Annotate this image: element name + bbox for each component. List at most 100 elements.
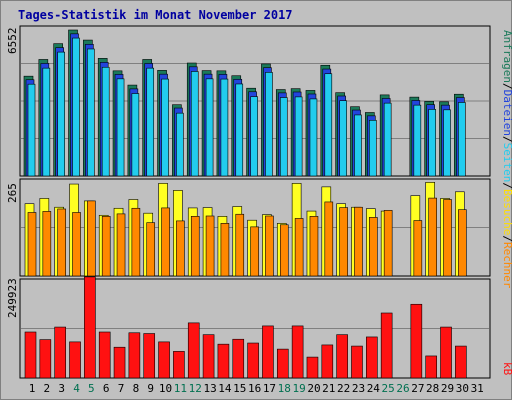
bar-kb-day-22 <box>336 334 348 379</box>
bar-rechner-day-27 <box>413 220 423 277</box>
bar-rechner-day-3 <box>57 208 66 277</box>
x-tick-label-day-30: 30 <box>456 382 469 395</box>
bar-kb-day-5 <box>84 276 96 379</box>
bar-kb-day-29 <box>440 326 452 379</box>
bar-kb-day-7 <box>113 346 126 379</box>
bar-seiten-day-25 <box>383 102 392 177</box>
bar-kb-day-15 <box>232 338 245 379</box>
x-tick-label-day-4: 4 <box>73 382 80 395</box>
legend-part: / <box>501 136 512 143</box>
x-tick-label-day-10: 10 <box>159 382 172 395</box>
bar-rechner-day-19 <box>294 218 304 277</box>
bar-seiten-day-29 <box>443 109 451 177</box>
panel-visits-max-label: 265 <box>6 183 19 203</box>
legend-part: Rechner <box>501 242 512 289</box>
bar-kb-day-3 <box>54 326 66 379</box>
bar-seiten-day-17 <box>265 72 273 177</box>
x-tick-label-day-20: 20 <box>307 382 320 395</box>
bar-rechner-day-22 <box>339 207 348 277</box>
bar-rechner-day-7 <box>116 213 126 277</box>
bar-seiten-day-16 <box>250 96 258 177</box>
legend-part: Seiten <box>501 143 512 183</box>
right-legend-kb: kB <box>501 362 512 376</box>
bar-rechner-day-9 <box>146 222 156 277</box>
x-tick-label-day-21: 21 <box>322 382 335 395</box>
bar-rechner-day-15 <box>235 213 245 277</box>
bar-seiten-day-3 <box>57 51 65 177</box>
bar-seiten-day-1 <box>27 83 36 177</box>
bar-kb-day-17 <box>262 325 274 379</box>
bar-rechner-day-2 <box>42 211 52 277</box>
legend-part: Besuche <box>501 189 512 235</box>
x-tick-label-day-16: 16 <box>248 382 261 395</box>
bar-kb-day-18 <box>276 348 289 379</box>
bar-seiten-day-27 <box>413 104 422 177</box>
bar-seiten-day-6 <box>101 66 110 177</box>
x-tick-label-day-22: 22 <box>337 382 350 395</box>
bar-rechner-day-6 <box>101 216 111 277</box>
x-tick-label-day-12: 12 <box>189 382 202 395</box>
x-tick-label-day-23: 23 <box>352 382 365 395</box>
bar-seiten-day-21 <box>324 73 333 177</box>
bar-seiten-day-30 <box>458 102 466 177</box>
bar-kb-day-2 <box>39 339 52 379</box>
bar-rechner-day-10 <box>161 207 170 277</box>
x-tick-label-day-24: 24 <box>367 382 381 395</box>
panel-kb-max-label: 249923 <box>6 278 19 318</box>
bar-kb-day-13 <box>202 334 215 379</box>
bar-rechner-day-5 <box>87 200 96 277</box>
bar-rechner-day-23 <box>354 206 363 277</box>
panel-requests-bars <box>23 29 466 177</box>
bar-kb-day-23 <box>351 345 363 379</box>
bar-seiten-day-14 <box>220 78 229 177</box>
bar-seiten-day-12 <box>190 71 199 177</box>
x-axis-day-labels: 1 2 3 4 5 6 7 8 9 10 11 12 13 14 15 16 17 18 19 20 21 22 23 24 2… <box>29 382 484 395</box>
x-tick-label-day-25: 25 <box>382 382 395 395</box>
bar-kb-day-28 <box>425 355 437 379</box>
bar-rechner-day-12 <box>190 216 200 277</box>
bar-seiten-day-4 <box>72 37 80 177</box>
bar-kb-day-20 <box>306 356 319 379</box>
bar-kb-day-25 <box>380 312 393 379</box>
x-tick-label-day-27: 27 <box>411 382 424 395</box>
x-tick-label-day-19: 19 <box>292 382 305 395</box>
legend-part: / <box>501 182 512 189</box>
bar-rechner-day-18 <box>279 224 289 277</box>
bar-kb-day-16 <box>247 342 259 379</box>
bar-seiten-day-13 <box>205 78 214 177</box>
bar-rechner-day-13 <box>205 215 215 277</box>
x-tick-label-day-29: 29 <box>441 382 454 395</box>
bar-kb-day-4 <box>69 341 81 379</box>
bar-seiten-day-23 <box>354 114 362 177</box>
bar-kb-day-12 <box>187 322 200 379</box>
x-tick-label-day-13: 13 <box>203 382 216 395</box>
x-tick-label-day-17: 17 <box>263 382 276 395</box>
bar-rechner-day-24 <box>369 217 378 277</box>
bar-rechner-day-25 <box>383 210 393 277</box>
bar-rechner-day-28 <box>428 197 437 277</box>
x-tick-label-day-7: 7 <box>118 382 125 395</box>
bar-rechner-day-14 <box>220 223 230 277</box>
bar-seiten-day-22 <box>339 100 347 177</box>
x-tick-label-day-26: 26 <box>396 382 409 395</box>
x-tick-label-day-9: 9 <box>147 382 154 395</box>
bar-seiten-day-2 <box>42 67 51 177</box>
right-legend-top: Anfragen/Dateien/Seiten/Besuche/Rechner <box>501 30 512 289</box>
x-tick-label-day-15: 15 <box>233 382 246 395</box>
bar-kb-day-10 <box>158 341 170 379</box>
panel-kb: 249923 <box>6 276 491 379</box>
x-tick-label-day-28: 28 <box>426 382 439 395</box>
bar-rechner-day-11 <box>176 220 185 277</box>
bar-rechner-day-1 <box>27 212 37 277</box>
bar-rechner-day-29 <box>443 199 452 277</box>
bar-seiten-day-5 <box>87 48 95 177</box>
x-tick-label-day-1: 1 <box>29 382 36 395</box>
bar-seiten-day-9 <box>146 67 155 177</box>
bar-kb-day-21 <box>321 344 334 379</box>
bar-rechner-day-17 <box>265 215 274 277</box>
bar-kb-day-6 <box>98 331 111 379</box>
x-tick-label-day-14: 14 <box>218 382 232 395</box>
bar-kb-day-9 <box>143 333 156 379</box>
bar-seiten-day-19 <box>294 96 303 177</box>
legend-part: / <box>501 83 512 90</box>
